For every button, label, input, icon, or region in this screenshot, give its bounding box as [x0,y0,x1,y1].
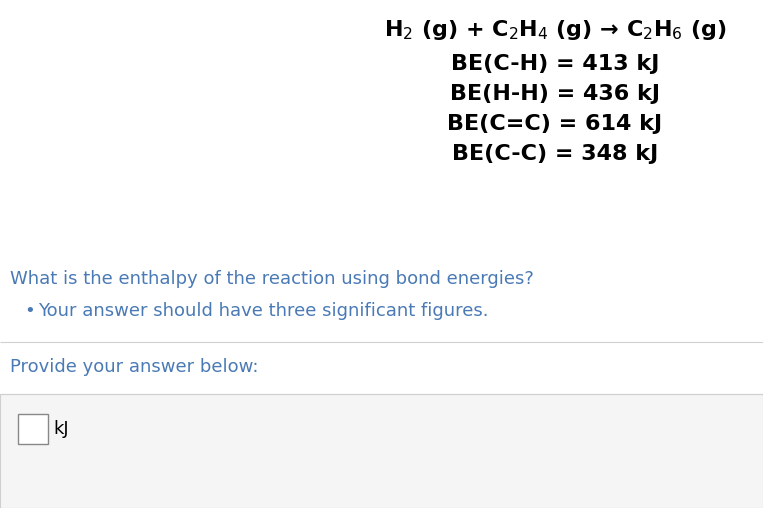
Text: What is the enthalpy of the reaction using bond energies?: What is the enthalpy of the reaction usi… [10,270,534,288]
Text: kJ: kJ [53,420,69,438]
Bar [0,394,763,508]
Text: H$_2$ (g) + C$_2$H$_4$ (g) → C$_2$H$_6$ (g): H$_2$ (g) + C$_2$H$_4$ (g) → C$_2$H$_6$ … [384,18,726,42]
Text: Your answer should have three significant figures.: Your answer should have three significan… [38,302,488,320]
Bar [0,394,763,508]
Text: BE(C=C) = 614 kJ: BE(C=C) = 614 kJ [447,114,662,134]
Text: Provide your answer below:: Provide your answer below: [10,358,259,376]
Text: •: • [24,302,35,320]
FancyBboxPatch shape [18,414,48,444]
Text: BE(H-H) = 436 kJ: BE(H-H) = 436 kJ [450,84,660,104]
Text: BE(C-C) = 348 kJ: BE(C-C) = 348 kJ [452,144,658,164]
Text: BE(C-H) = 413 kJ: BE(C-H) = 413 kJ [451,54,659,74]
